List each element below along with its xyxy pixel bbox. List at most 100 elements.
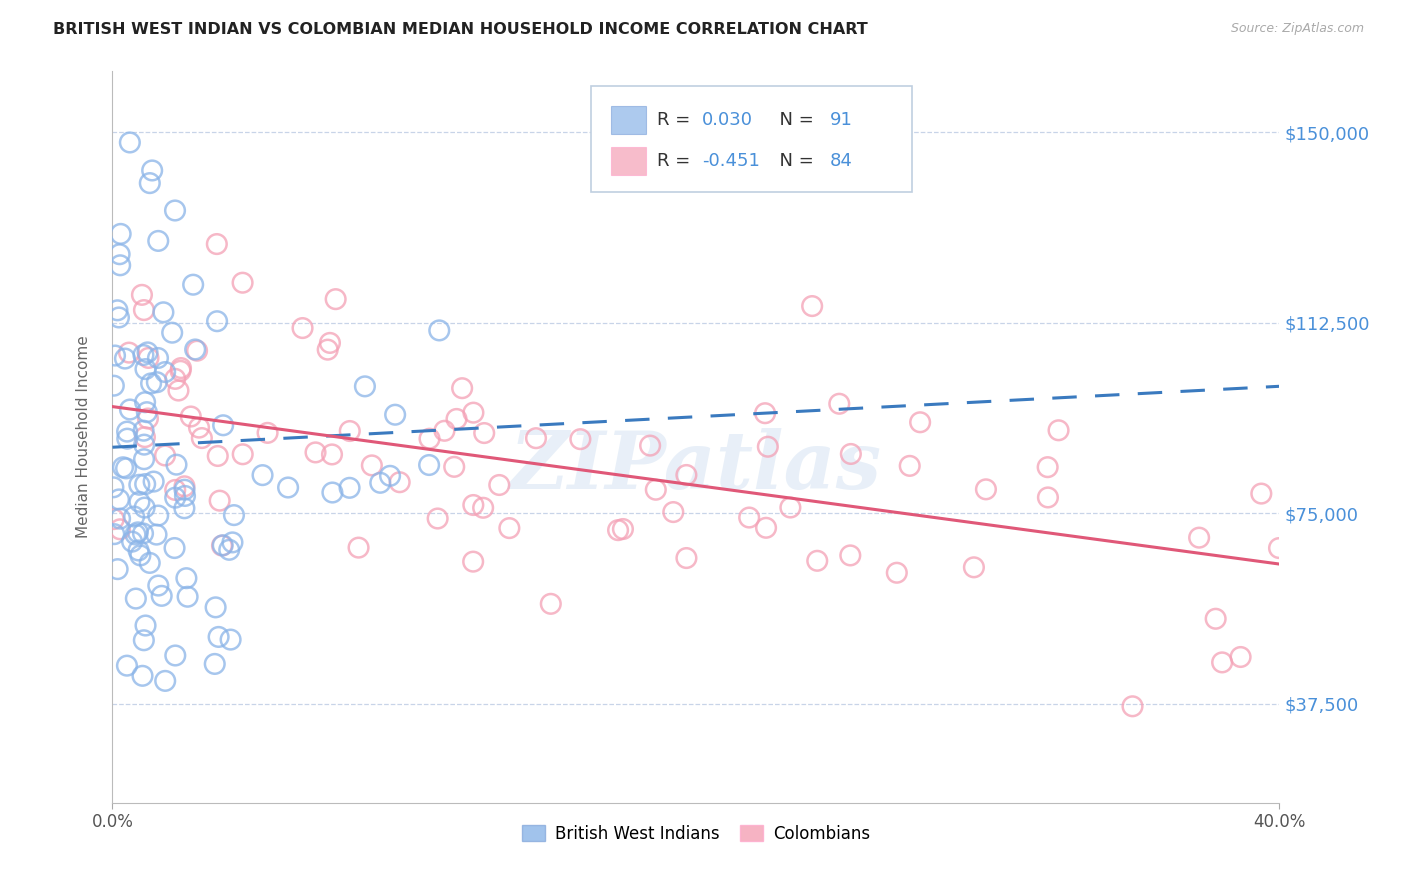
Point [153, 449, 176, 463]
Point [368, 475, 391, 490]
Point [181, 277, 204, 292]
Point [139, 376, 162, 391]
Point [1250, 486, 1272, 500]
Point [125, 591, 148, 606]
Point [316, 343, 339, 357]
Point [426, 511, 449, 525]
Point [103, 527, 125, 541]
Bar [610, 106, 645, 135]
Point [131, 288, 153, 302]
Point [134, 500, 156, 515]
Text: Source: ZipAtlas.com: Source: ZipAtlas.com [1230, 22, 1364, 36]
Bar [610, 147, 645, 175]
Point [132, 348, 155, 362]
Point [208, 493, 231, 508]
Point [145, 527, 167, 541]
Point [138, 556, 160, 570]
Point [612, 522, 634, 536]
Point [163, 203, 186, 218]
Point [128, 543, 150, 558]
Point [205, 314, 228, 328]
Point [433, 424, 456, 438]
Point [121, 534, 143, 549]
Point [524, 431, 547, 445]
Point [134, 430, 156, 444]
Point [1047, 423, 1070, 437]
Point [165, 491, 187, 505]
Point [779, 500, 801, 515]
Point [128, 495, 150, 509]
Point [128, 477, 150, 491]
Point [169, 364, 191, 378]
Point [173, 501, 195, 516]
Point [463, 406, 485, 420]
Point [103, 480, 125, 494]
Point [132, 633, 155, 648]
Point [1205, 612, 1227, 626]
Point [963, 560, 986, 574]
Point [675, 468, 697, 483]
Point [1036, 460, 1059, 475]
Point [463, 555, 485, 569]
Point [141, 163, 163, 178]
Point [115, 461, 138, 475]
Point [165, 372, 187, 386]
Point [378, 468, 401, 483]
Point [108, 511, 131, 525]
Point [108, 247, 131, 261]
Point [207, 630, 229, 644]
Point [644, 483, 666, 497]
Point [146, 375, 169, 389]
Point [321, 447, 343, 461]
Point [180, 409, 202, 424]
Point [136, 345, 159, 359]
Point [163, 541, 186, 555]
Point [354, 379, 377, 393]
Text: 0.030: 0.030 [702, 112, 752, 129]
Point [446, 412, 468, 426]
Point [1036, 491, 1059, 505]
Point [170, 361, 193, 376]
Point [132, 424, 155, 438]
Point [232, 276, 254, 290]
Point [806, 554, 828, 568]
Point [165, 483, 187, 497]
Point [898, 458, 921, 473]
Point [211, 538, 233, 552]
Point [738, 510, 761, 524]
Point [136, 411, 159, 425]
Point [134, 395, 156, 409]
Point [801, 299, 824, 313]
Point [115, 425, 138, 439]
Point [108, 258, 131, 272]
Point [1229, 650, 1251, 665]
Point [463, 498, 485, 512]
Point [204, 600, 226, 615]
Point [184, 343, 207, 357]
Point [218, 542, 240, 557]
Legend: British West Indians, Colombians: British West Indians, Colombians [515, 818, 877, 849]
Point [160, 326, 183, 340]
Point [427, 323, 450, 337]
Point [221, 535, 243, 549]
Point [540, 597, 562, 611]
Point [139, 176, 162, 190]
Text: 84: 84 [830, 153, 853, 170]
Point [135, 405, 157, 419]
Point [132, 452, 155, 467]
Point [347, 541, 370, 555]
Point [443, 459, 465, 474]
Point [142, 475, 165, 489]
Point [325, 292, 347, 306]
Point [129, 549, 152, 563]
Point [173, 483, 195, 497]
Point [974, 483, 997, 497]
Point [111, 460, 134, 475]
Point [174, 489, 197, 503]
Point [256, 425, 278, 440]
Point [472, 425, 495, 440]
Point [418, 458, 440, 472]
Point [607, 523, 630, 537]
Point [828, 397, 851, 411]
Point [167, 384, 190, 398]
